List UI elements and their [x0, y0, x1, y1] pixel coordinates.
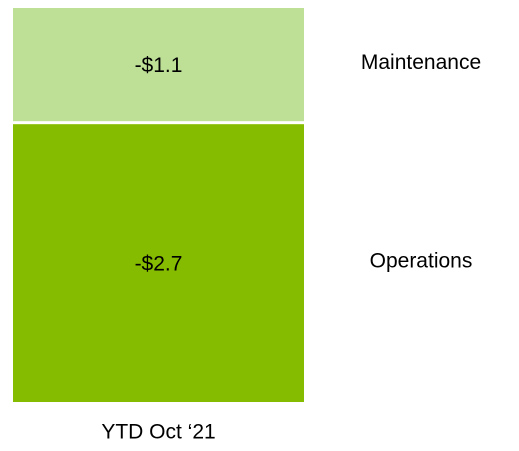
x-tick-label: YTD Oct ‘21: [101, 421, 215, 444]
data-label: -$2.7: [135, 253, 183, 276]
data-label: -$1.1: [135, 54, 183, 77]
bar-segment: [13, 124, 304, 403]
bar-segment: [13, 8, 304, 122]
legend-label: Maintenance: [361, 51, 481, 74]
legend-label: Operations: [370, 250, 473, 273]
